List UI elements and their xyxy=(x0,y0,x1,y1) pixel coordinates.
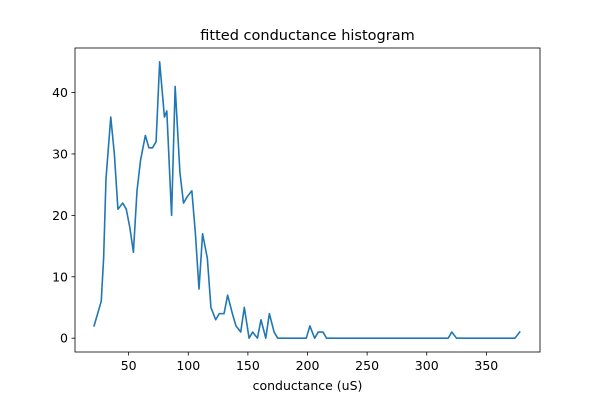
y-tick-layer: 0 10 20 30 40 xyxy=(52,85,75,346)
x-tick-label: 150 xyxy=(236,358,260,373)
series-line xyxy=(93,61,521,339)
y-tick-label: 20 xyxy=(52,208,68,223)
y-tick-label: 40 xyxy=(52,85,68,100)
x-tick-label: 200 xyxy=(296,358,320,373)
y-tick-label: 30 xyxy=(52,146,68,161)
y-tick-label: 10 xyxy=(52,269,68,284)
x-tick-layer: 50 100 150 200 250 300 350 xyxy=(121,352,498,373)
plot-area xyxy=(75,48,540,352)
x-tick-label: 100 xyxy=(176,358,200,373)
x-tick-label: 50 xyxy=(121,358,137,373)
chart-title: fitted conductance histogram xyxy=(200,28,414,44)
x-tick-label: 300 xyxy=(415,358,439,373)
y-tick-label: 0 xyxy=(60,331,68,346)
series-layer xyxy=(93,61,521,339)
x-tick-label: 350 xyxy=(474,358,498,373)
x-tick-label: 250 xyxy=(355,358,379,373)
x-axis-label: conductance (uS) xyxy=(253,378,363,393)
plot-frame xyxy=(74,47,541,353)
